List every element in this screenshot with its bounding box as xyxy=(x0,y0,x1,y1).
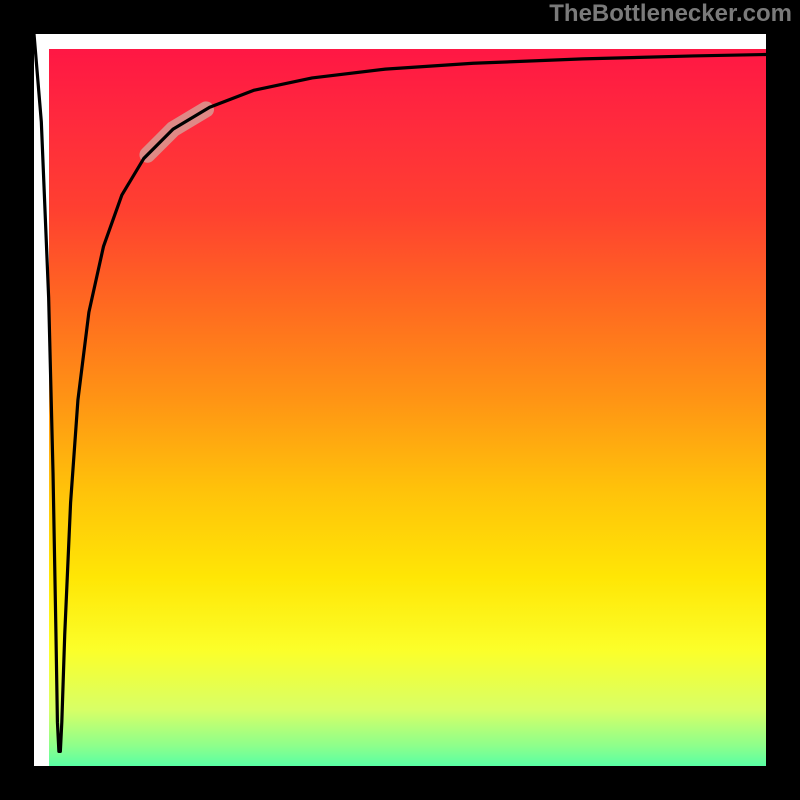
chart-container: TheBottlenecker.com xyxy=(0,0,800,800)
watermark-text: TheBottlenecker.com xyxy=(549,0,792,28)
chart-svg xyxy=(0,0,800,800)
plot-background xyxy=(49,49,783,783)
